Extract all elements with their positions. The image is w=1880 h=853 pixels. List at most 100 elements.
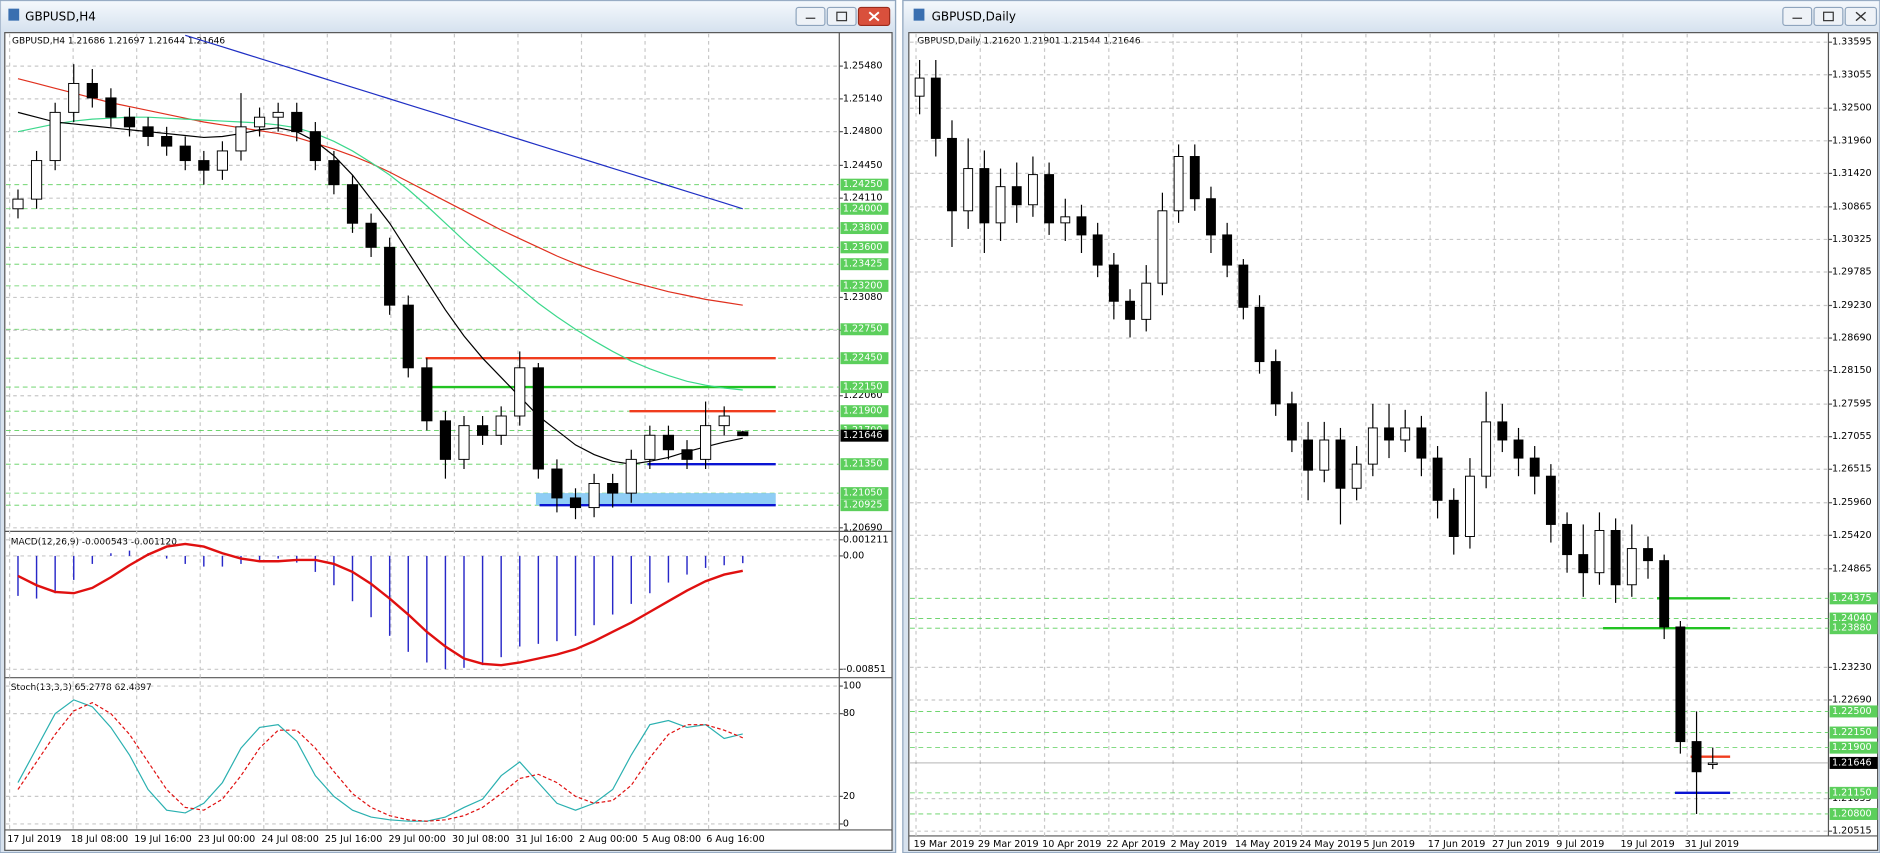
candle-body — [1303, 439, 1314, 471]
candle-body — [1270, 361, 1281, 405]
moving-average — [17, 116, 743, 391]
minimize-button[interactable] — [795, 6, 826, 27]
candle-body — [68, 82, 80, 113]
candle-body — [1691, 741, 1702, 773]
x-tick-label: 29 Jul 00:00 — [388, 834, 445, 845]
close-icon — [868, 11, 880, 22]
level-label: 1.20925 — [843, 500, 883, 511]
candle-body — [476, 425, 489, 436]
level-label-box — [840, 458, 889, 471]
maximize-button[interactable] — [826, 6, 857, 27]
moving-average — [17, 111, 743, 465]
y-tick-label: 1.32500 — [1832, 103, 1872, 114]
y-tick-label: 1.22060 — [843, 390, 883, 401]
level-label: 1.23425 — [843, 259, 883, 270]
candle-body — [1384, 427, 1394, 441]
candle-body — [718, 415, 730, 427]
candle-body — [1076, 216, 1087, 236]
candle-body — [1173, 156, 1184, 212]
level-label-box — [1829, 622, 1878, 635]
y-tick-label: 1.20515 — [1832, 826, 1872, 837]
y-tick-label: 1.27055 — [1832, 431, 1872, 442]
level-label-box — [1829, 786, 1878, 799]
level-label-box — [840, 381, 889, 394]
level-label: 1.21050 — [843, 488, 883, 499]
x-tick-label: 10 Apr 2019 — [1042, 839, 1101, 850]
level-label-box — [840, 279, 889, 292]
axis-layer: 1.25480 1.25140 1.24800 1.24450 1.24110 1.230… — [7, 37, 1878, 850]
x-tick-label: 17 Jul 2019 — [7, 834, 61, 845]
candle-body — [1335, 439, 1346, 489]
level-label-box — [840, 487, 889, 500]
x-tick-label: 2 Aug 00:00 — [579, 834, 638, 845]
x-tick-label: 25 Jul 16:00 — [325, 834, 382, 845]
level-label: 1.24040 — [1832, 613, 1872, 624]
level-label-box — [840, 352, 889, 365]
candle-body — [514, 367, 526, 417]
x-tick-label: 17 Jun 2019 — [1428, 839, 1486, 850]
candle-body — [644, 434, 656, 460]
x-tick-label: 24 Jul 08:00 — [261, 834, 318, 845]
x-tick-label: 27 Jun 2019 — [1492, 839, 1550, 850]
candle-body — [930, 77, 941, 139]
candle-body — [569, 497, 582, 509]
y-tick-label: 1.33595 — [1832, 37, 1872, 48]
candle-body — [979, 168, 990, 224]
candle-body — [235, 126, 247, 152]
moving-average — [17, 78, 743, 306]
y-tick-label: 1.24800 — [843, 126, 883, 137]
candle-body — [1529, 457, 1540, 477]
y-tick-label: 1.25420 — [1832, 530, 1872, 541]
candle-body — [198, 160, 210, 171]
candle-body — [914, 77, 925, 97]
window-icon — [8, 8, 20, 21]
level-label-box — [1829, 592, 1878, 605]
candle-body — [1578, 554, 1589, 574]
level-label-box — [840, 178, 889, 191]
maximize-button[interactable] — [1813, 6, 1844, 27]
candle-body — [1594, 529, 1605, 574]
x-tick-label: 31 Jul 16:00 — [516, 834, 573, 845]
window-title: GBPUSD,H4 — [25, 10, 96, 24]
candle-body — [1060, 216, 1071, 224]
candle-body — [272, 111, 284, 118]
candle-body — [309, 131, 321, 162]
y-tick-label: 0.00 — [843, 550, 864, 561]
candle-body — [1400, 427, 1411, 441]
minimize-button[interactable] — [1782, 6, 1813, 27]
candle-body — [402, 304, 414, 369]
x-tick-label: 22 Apr 2019 — [1106, 839, 1165, 850]
x-tick-label: 29 Mar 2019 — [978, 839, 1039, 850]
y-tick-label: 0 — [843, 818, 849, 829]
macd-signal — [17, 542, 744, 667]
candle-body — [1545, 475, 1556, 525]
candle-body — [105, 97, 117, 118]
candle-body — [1319, 439, 1330, 471]
level-label: 1.21900 — [843, 406, 883, 417]
level-label-box — [1829, 741, 1878, 754]
level-label-box — [840, 241, 889, 254]
candle-body — [1416, 427, 1427, 459]
candle-body — [700, 425, 712, 460]
x-tick-label: 2 May 2019 — [1171, 839, 1227, 850]
candle-body — [1513, 439, 1524, 459]
current-price-label: 1.21646 — [843, 430, 883, 441]
y-tick-label: 1.25480 — [843, 61, 883, 72]
level-label-box — [840, 323, 889, 336]
candle-body — [681, 449, 693, 460]
candle-body — [1432, 457, 1443, 501]
x-tick-label: 30 Jul 08:00 — [452, 834, 509, 845]
candle-body — [551, 468, 563, 499]
candle-body — [142, 126, 154, 137]
candle-body — [495, 415, 507, 436]
x-tick-label: 23 Jul 00:00 — [198, 834, 255, 845]
y-tick-label: 1.29230 — [1832, 300, 1872, 311]
candle-body — [1286, 403, 1297, 441]
title-bar — [904, 1, 1879, 32]
y-tick-label: 1.31420 — [1832, 168, 1872, 179]
candle-body — [421, 367, 433, 422]
candle-body — [1189, 156, 1200, 200]
candle-body — [947, 137, 957, 212]
